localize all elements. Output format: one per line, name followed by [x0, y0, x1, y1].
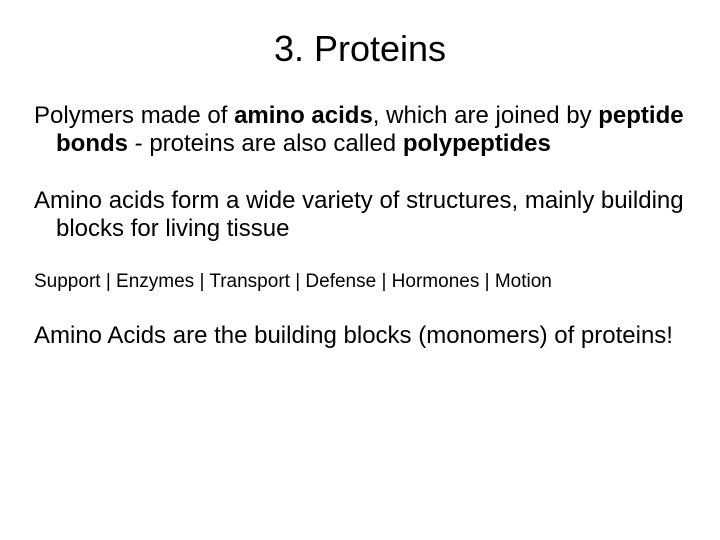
- text-run: Polymers made of: [34, 102, 234, 129]
- bold-polypeptides: polypeptides: [403, 130, 551, 157]
- paragraph-2: Amino acids form a wide variety of struc…: [34, 187, 686, 244]
- functions-list: Support | Enzymes | Transport | Defense …: [34, 271, 686, 294]
- slide-title: 3. Proteins: [34, 28, 686, 70]
- paragraph-1: Polymers made of amino acids, which are …: [34, 102, 686, 159]
- paragraph-3: Amino Acids are the building blocks (mon…: [34, 322, 686, 350]
- text-run: - proteins are also called: [128, 130, 403, 157]
- text-run: , which are joined by: [373, 102, 598, 129]
- bold-amino-acids: amino acids: [234, 102, 373, 129]
